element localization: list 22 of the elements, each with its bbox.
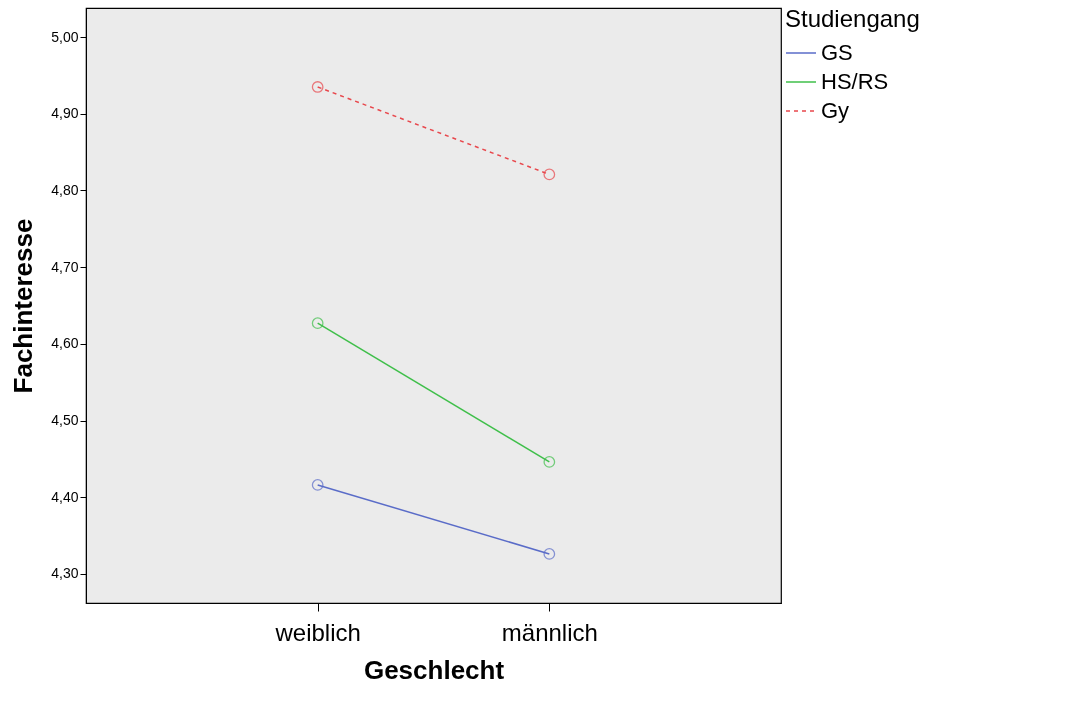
x-tick-label: männlich: [501, 618, 598, 646]
y-axis-title: Fachinteresse: [8, 218, 39, 394]
y-tick-label: 4,80: [51, 181, 79, 198]
y-tick-label: 4,40: [51, 488, 79, 505]
y-tick-label: 5,00: [51, 28, 79, 45]
point: [311, 479, 324, 491]
y-tick-label: 4,90: [51, 105, 79, 122]
legend-label: HS/RS: [821, 69, 889, 94]
legend-label: GS: [821, 40, 853, 65]
legend-title: Studiengang: [785, 5, 920, 32]
point: [543, 548, 556, 560]
x-axis-title: Geschlecht: [363, 654, 505, 685]
y-tick-label: 4,70: [51, 258, 79, 275]
y-tick-label: 4,60: [51, 335, 79, 352]
point: [543, 456, 556, 468]
y-tick-label: 4,30: [51, 565, 79, 582]
point: [311, 317, 324, 330]
x-tick-label: weiblich: [274, 618, 361, 646]
y-tick-label: 4,50: [51, 412, 79, 429]
legend-label: Gy: [821, 98, 850, 123]
point: [311, 81, 324, 93]
point: [543, 168, 556, 181]
